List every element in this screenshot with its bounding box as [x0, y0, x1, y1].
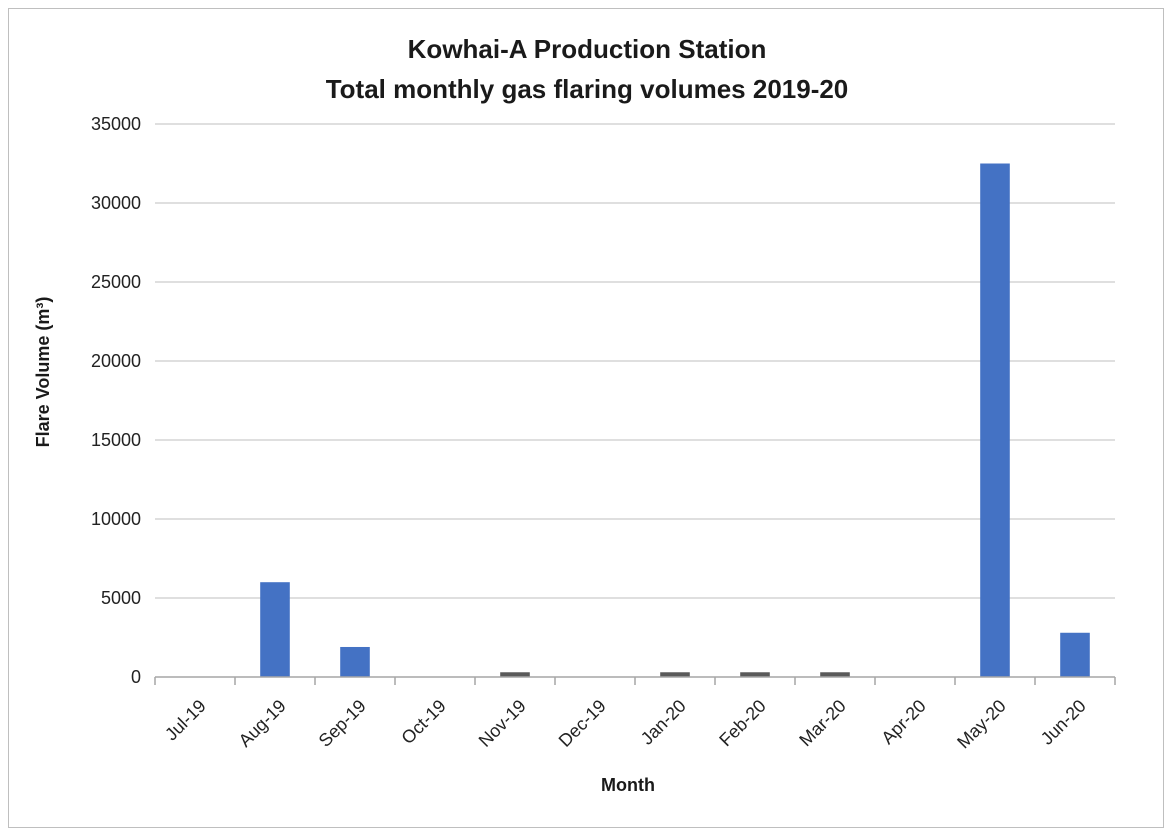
- bar-sep-19: [340, 646, 370, 677]
- x-tick-label: Jun-20: [1037, 696, 1090, 749]
- y-tick-label: 25000: [91, 272, 141, 292]
- x-tick-label: Mar-20: [795, 696, 849, 750]
- bars: [260, 163, 1090, 677]
- bar-aug-19: [260, 582, 290, 677]
- bar-may-20: [980, 163, 1010, 677]
- bar-jan-20: [660, 672, 690, 677]
- x-tick-label: Sep-19: [315, 696, 370, 751]
- y-tick-label: 15000: [91, 430, 141, 450]
- y-tick-label: 20000: [91, 351, 141, 371]
- y-tick-label: 10000: [91, 509, 141, 529]
- axes: [154, 676, 1116, 685]
- y-tick-label: 5000: [101, 588, 141, 608]
- gridlines: [155, 123, 1115, 599]
- bar-jun-20: [1060, 632, 1090, 677]
- x-tick-label: Jul-19: [161, 696, 210, 745]
- chart-frame: [8, 8, 1164, 828]
- x-tick-label: Apr-20: [877, 696, 929, 748]
- bar-nov-19: [500, 672, 530, 677]
- chart-subtitle: Total monthly gas flaring volumes 2019-2…: [326, 74, 849, 104]
- x-tick-label: Oct-19: [397, 696, 449, 748]
- x-tick-label: Aug-19: [235, 696, 290, 751]
- y-tick-label: 30000: [91, 193, 141, 213]
- x-tick-label: Feb-20: [715, 696, 769, 750]
- x-tick-label: May-20: [953, 696, 1010, 753]
- y-tick-labels: 0 5000 10000 15000 20000 25000 30000 35000: [91, 114, 141, 687]
- chart-title: Kowhai-A Production Station: [408, 34, 767, 64]
- bar-feb-20: [740, 672, 770, 677]
- y-axis-title: Flare Volume (m³): [33, 297, 53, 448]
- y-tick-label: 35000: [91, 114, 141, 134]
- x-tick-label: Nov-19: [475, 696, 530, 751]
- x-tick-labels: Jul-19 Aug-19 Sep-19 Oct-19 Nov-19 Dec-19 Jan-…: [161, 696, 1090, 753]
- bar-mar-20: [820, 672, 850, 677]
- x-tick-label: Jan-20: [637, 696, 690, 749]
- x-tick-label: Dec-19: [555, 696, 610, 751]
- x-axis-title: Month: [601, 775, 655, 795]
- y-tick-label: 0: [131, 667, 141, 687]
